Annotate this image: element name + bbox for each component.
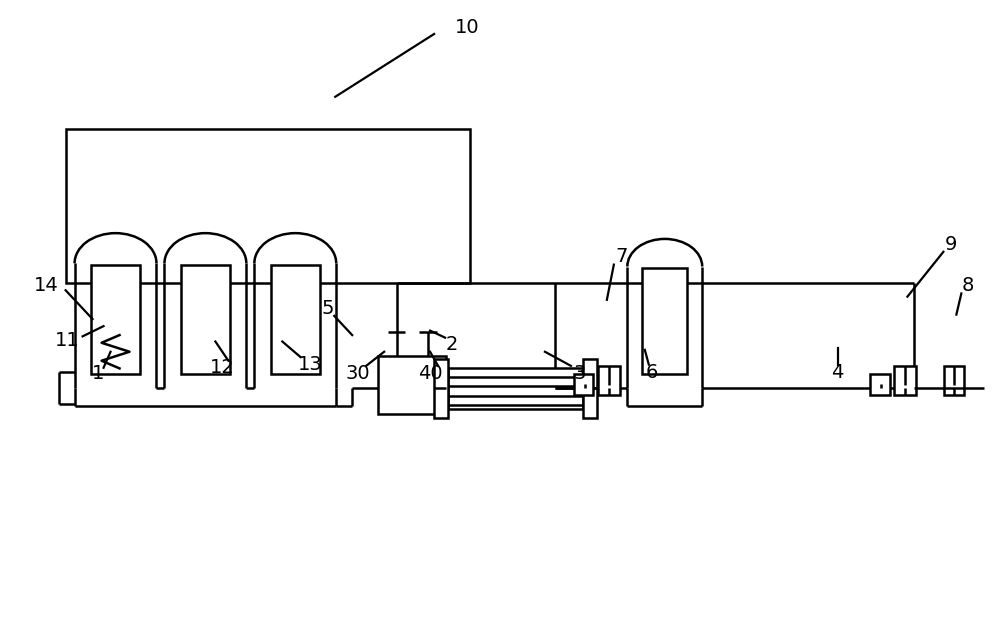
Bar — [574, 374, 593, 395]
Text: 12: 12 — [210, 358, 235, 377]
Text: 11: 11 — [55, 331, 80, 350]
Text: 4: 4 — [831, 363, 844, 382]
Bar — [181, 265, 230, 374]
Text: 6: 6 — [646, 363, 658, 382]
Text: 2: 2 — [446, 335, 458, 354]
Text: 3: 3 — [574, 364, 586, 383]
Bar — [448, 368, 583, 410]
Bar — [583, 360, 597, 418]
Text: 5: 5 — [322, 299, 334, 318]
Bar — [271, 265, 320, 374]
Bar — [944, 366, 964, 395]
Bar — [598, 366, 620, 395]
Bar — [378, 356, 446, 414]
Text: 9: 9 — [945, 234, 958, 254]
Text: 14: 14 — [34, 276, 59, 295]
Text: 10: 10 — [455, 18, 479, 37]
Text: 8: 8 — [961, 276, 974, 295]
Text: 1: 1 — [92, 364, 105, 383]
Bar — [66, 129, 470, 282]
Bar — [642, 268, 687, 374]
Text: 13: 13 — [298, 355, 323, 374]
Text: 40: 40 — [418, 364, 442, 383]
Text: 30: 30 — [346, 364, 371, 383]
Text: 7: 7 — [616, 247, 628, 266]
Bar — [91, 265, 140, 374]
Bar — [870, 374, 890, 395]
Bar — [894, 366, 916, 395]
Bar — [434, 360, 448, 418]
